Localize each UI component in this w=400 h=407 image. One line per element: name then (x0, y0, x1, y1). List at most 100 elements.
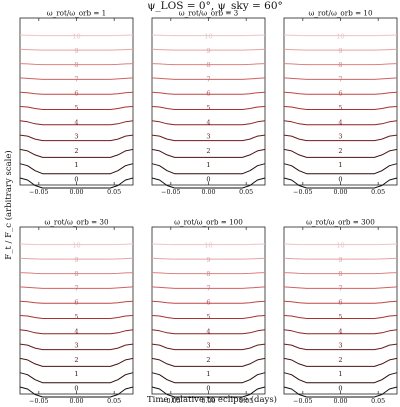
curve-label-0: 0 (74, 176, 78, 184)
curve-label-8: 8 (338, 61, 342, 69)
curve-4 (19, 329, 134, 335)
x-tick-label: 0.00 (333, 398, 347, 405)
curve-1 (19, 163, 134, 175)
panel-frame (151, 17, 266, 186)
curve-10 (151, 243, 266, 246)
curve-label-10: 10 (204, 33, 212, 41)
curve-0 (283, 386, 398, 398)
curve-label-3: 3 (206, 342, 210, 350)
curve-2 (19, 148, 134, 158)
curve-4 (151, 120, 266, 126)
panel-frame (151, 226, 266, 395)
curve-label-5: 5 (206, 104, 210, 112)
panel-frame (19, 226, 134, 395)
x-tick-label: −0.05 (161, 398, 180, 405)
curve-label-2: 2 (74, 356, 78, 364)
curve-7 (19, 77, 134, 80)
curve-8 (283, 63, 398, 66)
curve-label-4: 4 (74, 327, 78, 335)
curve-10 (151, 34, 266, 37)
curve-7 (283, 77, 398, 80)
curve-label-1: 1 (206, 161, 210, 169)
curve-label-5: 5 (206, 313, 210, 321)
curve-label-5: 5 (338, 313, 342, 321)
curve-label-8: 8 (74, 61, 78, 69)
curve-label-4: 4 (206, 327, 210, 335)
curve-label-3: 3 (338, 133, 342, 141)
curve-4 (151, 329, 266, 335)
curve-2 (283, 357, 398, 367)
curve-4 (283, 120, 398, 126)
curve-1 (151, 163, 266, 175)
curve-label-10: 10 (336, 33, 344, 41)
curve-label-8: 8 (74, 270, 78, 278)
curve-label-10: 10 (72, 242, 80, 250)
curve-label-0: 0 (206, 385, 210, 393)
curve-label-9: 9 (206, 47, 210, 55)
curve-7 (151, 77, 266, 80)
curve-10 (283, 243, 398, 246)
curve-8 (19, 272, 134, 275)
curve-3 (151, 343, 266, 351)
curve-label-10: 10 (72, 33, 80, 41)
x-tick-label: 0.00 (333, 189, 347, 196)
curve-label-6: 6 (74, 299, 78, 307)
panel-2: ω_rot/ω_orb = 3 −0.05 0.00 0.05 0 1 2 3 4 5 6 7 8 9 10 (151, 9, 266, 196)
x-tick-label: 0.05 (239, 189, 253, 196)
curve-label-3: 3 (206, 133, 210, 141)
curve-label-0: 0 (74, 385, 78, 393)
curve-6 (283, 300, 398, 304)
curve-label-2: 2 (74, 147, 78, 155)
curve-5 (283, 106, 398, 110)
curve-0 (19, 386, 134, 398)
curve-7 (19, 286, 134, 289)
curve-label-1: 1 (74, 161, 78, 169)
curve-label-1: 1 (206, 370, 210, 378)
curve-label-8: 8 (206, 61, 210, 69)
curve-9 (19, 48, 134, 51)
x-tick-label: 0.05 (107, 398, 121, 405)
panel-title: ω_rot/ω_orb = 3 (179, 9, 239, 18)
curve-2 (151, 357, 266, 367)
curve-label-7: 7 (74, 284, 78, 292)
curve-6 (151, 91, 266, 95)
curve-1 (283, 372, 398, 384)
curve-label-2: 2 (338, 356, 342, 364)
panel-title: ω_rot/ω_orb = 1 (47, 9, 107, 18)
x-tick-label: −0.05 (293, 189, 312, 196)
curve-label-4: 4 (338, 118, 342, 126)
curve-6 (19, 300, 134, 304)
x-tick-label: 0.00 (201, 189, 215, 196)
panels-grid: ω_rot/ω_orb = 1−0.05 0.00 0.05012345678910… (19, 9, 398, 405)
curve-label-2: 2 (206, 147, 210, 155)
curve-9 (283, 48, 398, 51)
curve-label-10: 10 (336, 242, 344, 250)
panel-3: ω_rot/ω_orb = 10 −0.05 0.00 0.05 0 1 2 3 4 5 6 7 8 9 1… (283, 9, 398, 196)
x-tick-label: −0.05 (29, 398, 48, 405)
y-axis-label: F_t / F_c (arbitrary scale) (3, 150, 14, 259)
curve-3 (19, 134, 134, 142)
curve-label-7: 7 (338, 75, 342, 83)
curve-label-6: 6 (338, 90, 342, 98)
curve-label-2: 2 (206, 356, 210, 364)
curve-label-4: 4 (206, 118, 210, 126)
curve-label-1: 1 (74, 370, 78, 378)
curve-label-6: 6 (206, 90, 210, 98)
curve-3 (283, 343, 398, 351)
panel-6: ω_rot/ω_orb = 300 −0.05 0.00 0.05 0 1 2 3 4 5 6 7 8 9… (283, 218, 398, 405)
curve-label-3: 3 (338, 342, 342, 350)
curve-label-3: 3 (74, 133, 78, 141)
curve-1 (19, 372, 134, 384)
curve-label-5: 5 (74, 313, 78, 321)
curve-9 (283, 257, 398, 260)
curve-2 (151, 148, 266, 158)
curve-7 (283, 286, 398, 289)
x-tick-label: −0.05 (293, 398, 312, 405)
panel-title: ω_rot/ω_orb = 300 (306, 218, 375, 227)
curve-label-6: 6 (206, 299, 210, 307)
curve-label-9: 9 (206, 256, 210, 264)
panel-frame (19, 17, 134, 186)
curve-8 (19, 63, 134, 66)
curve-label-6: 6 (74, 90, 78, 98)
